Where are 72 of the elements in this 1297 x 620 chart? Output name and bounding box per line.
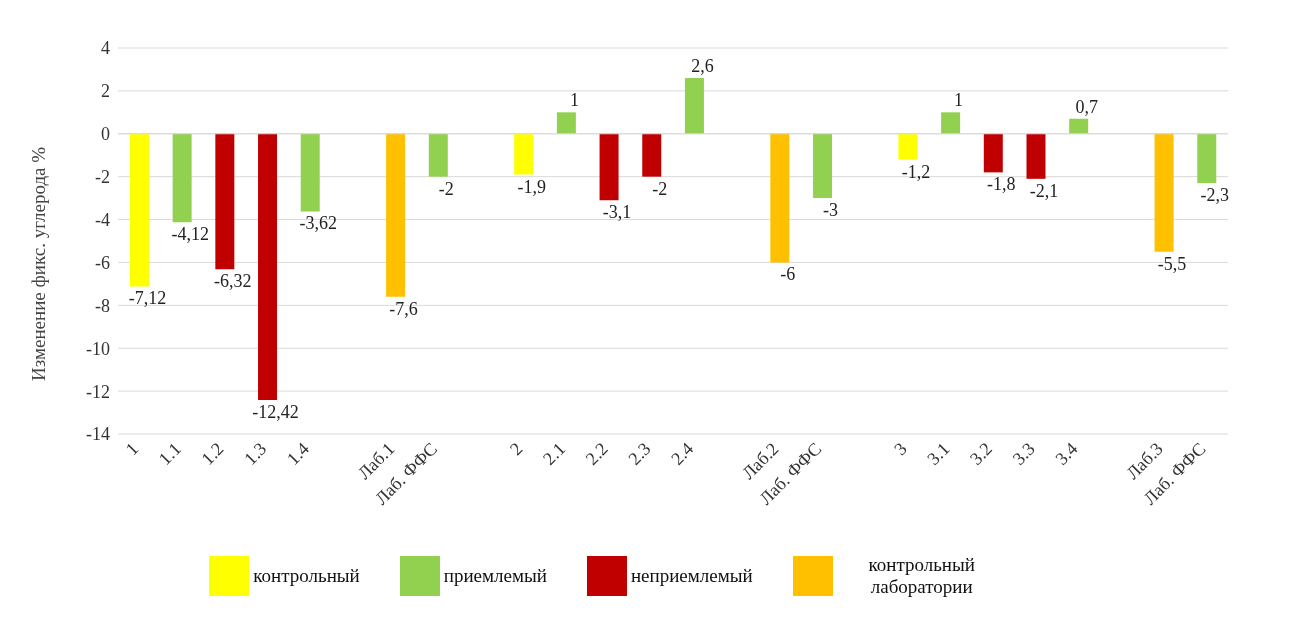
- data-label: -4,12: [171, 224, 209, 245]
- bar: [983, 133, 1003, 173]
- data-label: -12,42: [252, 402, 299, 423]
- y-tick-label: -12: [86, 381, 110, 402]
- data-label: 1: [569, 90, 579, 111]
- x-tick-label: 2.1: [539, 438, 570, 469]
- x-tick-label: 2: [505, 438, 527, 460]
- y-tick-label: -2: [95, 167, 110, 188]
- data-label: -7,6: [389, 298, 418, 319]
- bar: [514, 133, 534, 175]
- legend-label: приемлемый: [443, 565, 547, 587]
- bar: [129, 133, 149, 287]
- data-label: -5,5: [1157, 253, 1187, 274]
- x-tick-label: 1.1: [154, 438, 185, 469]
- bar: [1197, 133, 1217, 184]
- y-tick-label: 2: [101, 81, 110, 102]
- bar: [1154, 133, 1174, 252]
- bar: [258, 133, 278, 401]
- data-label: -2,1: [1029, 180, 1059, 201]
- bar: [898, 133, 918, 160]
- legend-label: контрольный: [253, 565, 360, 587]
- bar: [813, 133, 833, 199]
- data-label: -1,8: [987, 174, 1016, 195]
- legend-label: неприемлемый: [630, 565, 753, 587]
- legend-label: контрольный лаборатории: [867, 554, 976, 598]
- data-label: 0,7: [1075, 96, 1098, 117]
- y-axis-title: Изменение фикс. углерода %: [27, 146, 49, 381]
- data-label: 2,6: [691, 56, 714, 77]
- bar: [556, 112, 576, 134]
- x-tick-label: 2.4: [667, 438, 698, 469]
- data-label: -6: [780, 264, 796, 285]
- data-label: 1: [954, 90, 964, 111]
- data-label: -1,2: [901, 161, 931, 182]
- data-label: -3: [823, 200, 839, 221]
- bar: [215, 133, 235, 270]
- x-tick-label: 1.2: [197, 438, 228, 469]
- x-tick-label: 3.3: [1008, 438, 1039, 469]
- bar: [428, 133, 448, 177]
- data-label: -2: [438, 178, 454, 199]
- bar: [941, 112, 961, 134]
- y-tick-label: 0: [101, 124, 110, 145]
- data-label: -7,12: [128, 288, 167, 309]
- x-tick-label: 3.1: [923, 438, 954, 469]
- bar: [386, 133, 406, 297]
- y-tick-label: -10: [86, 338, 110, 359]
- bar: [172, 133, 192, 223]
- x-tick-label: 3.4: [1051, 438, 1082, 469]
- x-tick-label: 1.3: [240, 438, 271, 469]
- x-tick-label: 1.4: [282, 438, 313, 469]
- bar: [300, 133, 320, 212]
- x-tick-label: 3.2: [965, 438, 997, 469]
- y-tick-label: -4: [95, 209, 110, 230]
- x-tick-label: 2.2: [581, 438, 612, 469]
- data-label: -3,62: [299, 213, 337, 234]
- x-tick-label: 3: [890, 438, 911, 460]
- y-tick-label: -6: [95, 252, 110, 273]
- y-tick-label: 4: [101, 38, 110, 59]
- bar: [1026, 133, 1046, 179]
- data-label: -1,9: [517, 176, 546, 197]
- data-label: -2,3: [1200, 185, 1230, 206]
- data-label: -2: [652, 178, 668, 199]
- x-tick-label: 2.3: [624, 438, 655, 469]
- bar: [599, 133, 619, 201]
- y-tick-label: -8: [95, 295, 110, 316]
- bar: [684, 78, 704, 134]
- bar: [642, 133, 662, 177]
- y-tick-label: -14: [86, 424, 110, 445]
- bar: [1069, 118, 1089, 134]
- x-tick-label: 1: [121, 438, 143, 460]
- data-label: -3,1: [602, 202, 632, 223]
- data-label: -6,32: [214, 271, 252, 292]
- bar: [770, 133, 790, 263]
